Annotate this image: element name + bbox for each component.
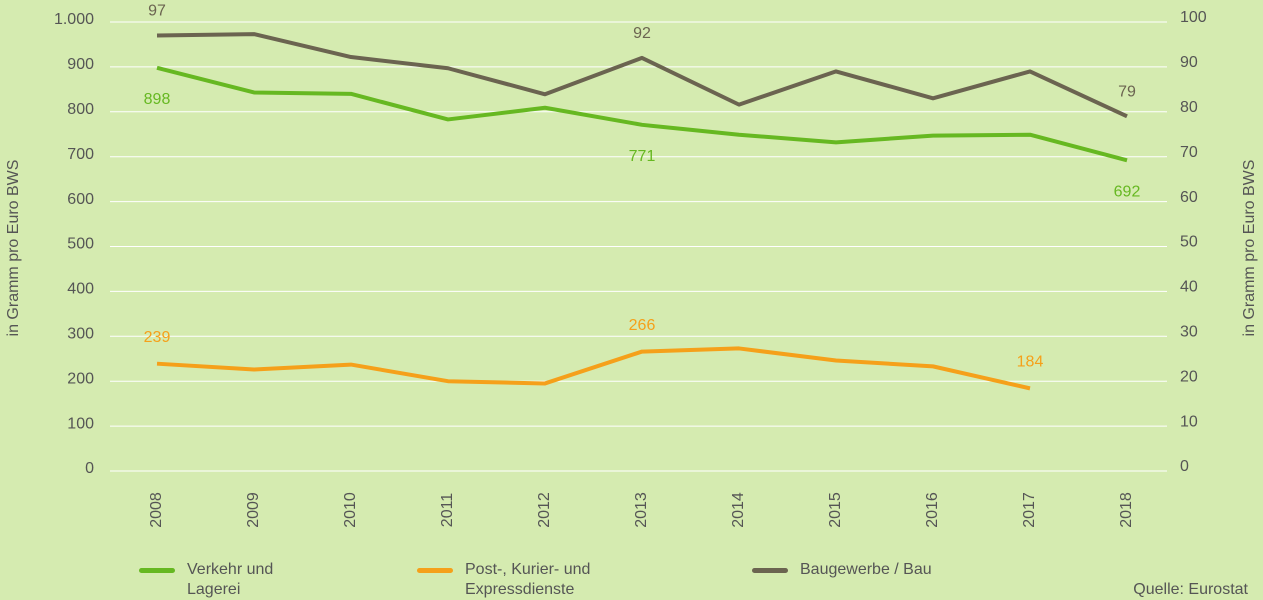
y-tick-label: 900	[67, 56, 94, 73]
y-tick-label: 300	[67, 326, 94, 343]
legend-label: Baugewerbe / Bau	[800, 561, 932, 578]
data-label: 92	[633, 25, 651, 42]
y2-tick-label: 60	[1180, 189, 1198, 206]
y-tick-label: 700	[67, 146, 94, 163]
y-tick-label: 800	[67, 101, 94, 118]
y2-tick-label: 40	[1180, 279, 1198, 296]
y-tick-label: 0	[85, 460, 94, 477]
y-tick-label: 400	[67, 281, 94, 298]
x-tick-label: 2008	[148, 492, 165, 528]
y-tick-label: 1.000	[54, 11, 94, 28]
series-line	[156, 346, 1031, 391]
legend-label: Post-, Kurier- und Expressdienste	[465, 561, 591, 598]
legend-swatch	[417, 568, 453, 573]
source: Quelle: Eurostat	[1133, 581, 1248, 598]
y2-tick-label: 30	[1180, 324, 1198, 341]
y2-tick-label: 0	[1180, 458, 1189, 475]
x-tick-label: 2016	[924, 492, 941, 528]
legend-label: Verkehr und Lagerei	[187, 561, 274, 598]
y-tick-label: 600	[67, 191, 94, 208]
y2-tick-label: 80	[1180, 99, 1198, 116]
x-tick-label: 2017	[1021, 492, 1038, 528]
data-label: 266	[629, 317, 656, 334]
x-tick-label: 2009	[245, 492, 262, 528]
legend-swatch	[139, 568, 175, 573]
x-tick-label: 2010	[342, 492, 359, 528]
y-tick-label: 500	[67, 236, 94, 253]
x-tick-label: 2013	[633, 492, 650, 528]
y2-tick-label: 90	[1180, 54, 1198, 71]
x-tick-label: 2014	[730, 492, 747, 528]
x-tick-label: 2015	[827, 492, 844, 528]
data-label: 184	[1017, 354, 1044, 371]
x-tick-label: 2011	[439, 493, 456, 528]
x-tick-label: 2018	[1118, 492, 1135, 528]
data-label: 239	[144, 329, 171, 346]
legend-item: Post-, Kurier- und Expressdienste	[417, 560, 635, 600]
x-tick-label: 2012	[536, 492, 553, 528]
series-line	[156, 65, 1128, 163]
y2-tick-label: 100	[1180, 9, 1207, 26]
y2-tick-label: 70	[1180, 144, 1198, 161]
data-label: 898	[144, 91, 171, 108]
legend-item: Baugewerbe / Bau	[752, 560, 940, 580]
data-label: 79	[1118, 84, 1136, 101]
y2-tick-label: 20	[1180, 368, 1198, 385]
y-axis-label: in Gramm pro Euro BWS	[5, 160, 22, 337]
legend-item: Verkehr und Lagerei	[139, 560, 307, 600]
data-label: 97	[148, 3, 166, 20]
data-label: 692	[1114, 184, 1141, 201]
y2-tick-label: 50	[1180, 234, 1198, 251]
y-tick-label: 100	[67, 415, 94, 432]
legend-swatch	[752, 568, 788, 573]
y-tick-label: 200	[67, 370, 94, 387]
data-label: 771	[629, 148, 656, 165]
series-line	[156, 32, 1128, 119]
y2-axis-label: in Gramm pro Euro BWS	[1241, 160, 1258, 337]
y2-tick-label: 10	[1180, 413, 1198, 430]
